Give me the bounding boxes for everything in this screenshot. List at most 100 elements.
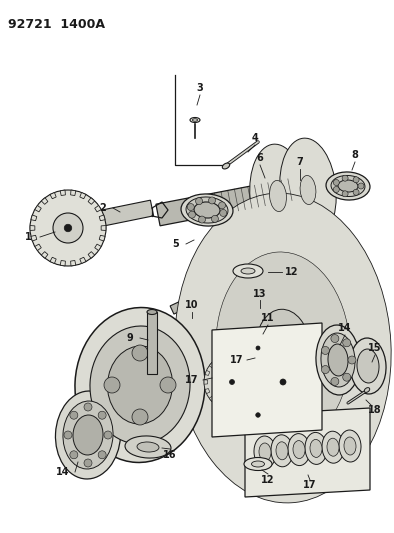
Circle shape <box>98 411 106 419</box>
Polygon shape <box>274 354 279 359</box>
Polygon shape <box>281 410 285 414</box>
Polygon shape <box>264 433 269 438</box>
Ellipse shape <box>181 194 233 226</box>
Polygon shape <box>254 370 259 375</box>
Circle shape <box>250 340 266 356</box>
Circle shape <box>204 354 260 410</box>
Polygon shape <box>256 436 260 439</box>
Circle shape <box>322 366 329 374</box>
Polygon shape <box>281 350 285 354</box>
Polygon shape <box>95 205 101 212</box>
Circle shape <box>104 377 120 393</box>
Polygon shape <box>260 366 265 370</box>
Polygon shape <box>205 370 210 375</box>
Circle shape <box>333 187 339 192</box>
Text: 92721  1400A: 92721 1400A <box>8 18 105 31</box>
Polygon shape <box>249 362 255 368</box>
Text: 17: 17 <box>230 355 244 365</box>
Polygon shape <box>305 361 310 367</box>
Ellipse shape <box>327 438 339 456</box>
Circle shape <box>53 213 83 243</box>
Ellipse shape <box>244 457 272 471</box>
Ellipse shape <box>241 268 255 274</box>
Polygon shape <box>225 406 230 410</box>
Ellipse shape <box>233 264 263 278</box>
Circle shape <box>342 175 348 181</box>
Text: 17: 17 <box>303 480 317 490</box>
Polygon shape <box>88 198 95 204</box>
Ellipse shape <box>90 326 190 444</box>
Polygon shape <box>256 391 260 394</box>
Circle shape <box>70 451 78 459</box>
Polygon shape <box>277 346 280 350</box>
Polygon shape <box>35 244 41 251</box>
Text: 14: 14 <box>56 467 70 477</box>
Polygon shape <box>41 198 48 204</box>
Text: 5: 5 <box>173 239 179 249</box>
Circle shape <box>343 339 351 347</box>
Polygon shape <box>225 354 230 358</box>
Polygon shape <box>50 192 56 199</box>
Polygon shape <box>80 192 86 199</box>
Polygon shape <box>71 190 76 196</box>
Polygon shape <box>254 389 259 393</box>
Text: 1: 1 <box>24 232 32 242</box>
Circle shape <box>358 183 364 189</box>
Polygon shape <box>243 362 247 367</box>
Polygon shape <box>245 408 370 497</box>
Ellipse shape <box>175 193 391 503</box>
Ellipse shape <box>357 349 379 383</box>
Polygon shape <box>309 370 314 375</box>
Polygon shape <box>170 286 217 314</box>
Circle shape <box>220 209 227 216</box>
Polygon shape <box>290 351 295 356</box>
Polygon shape <box>99 235 105 241</box>
Polygon shape <box>209 362 215 368</box>
Ellipse shape <box>276 442 288 460</box>
Circle shape <box>251 350 315 414</box>
Text: 13: 13 <box>253 289 267 299</box>
Text: 10: 10 <box>185 300 199 310</box>
Polygon shape <box>274 336 279 342</box>
Text: 18: 18 <box>368 405 382 415</box>
Ellipse shape <box>251 461 264 467</box>
Ellipse shape <box>364 387 370 392</box>
Ellipse shape <box>222 163 230 169</box>
Ellipse shape <box>331 175 365 197</box>
Circle shape <box>331 335 339 343</box>
Ellipse shape <box>271 435 293 467</box>
Polygon shape <box>243 357 248 362</box>
Polygon shape <box>234 354 239 358</box>
Circle shape <box>219 202 225 209</box>
Text: 15: 15 <box>368 343 382 353</box>
Text: 16: 16 <box>163 450 177 460</box>
Circle shape <box>256 346 260 350</box>
Ellipse shape <box>137 442 159 452</box>
Ellipse shape <box>147 310 157 314</box>
Circle shape <box>64 224 72 232</box>
Ellipse shape <box>63 401 113 469</box>
Polygon shape <box>298 355 304 361</box>
Polygon shape <box>236 346 239 350</box>
Circle shape <box>64 431 72 439</box>
Circle shape <box>132 409 148 425</box>
Text: 2: 2 <box>100 203 106 213</box>
Polygon shape <box>271 429 277 433</box>
Ellipse shape <box>56 391 121 479</box>
Polygon shape <box>251 366 256 370</box>
Ellipse shape <box>326 172 370 200</box>
Circle shape <box>222 372 242 392</box>
Polygon shape <box>216 402 221 407</box>
Polygon shape <box>247 392 252 397</box>
Circle shape <box>256 413 260 417</box>
Ellipse shape <box>338 180 358 192</box>
Circle shape <box>343 373 351 381</box>
Circle shape <box>104 431 112 439</box>
Polygon shape <box>305 397 310 402</box>
Polygon shape <box>256 397 262 402</box>
Ellipse shape <box>259 443 271 461</box>
Polygon shape <box>262 355 268 361</box>
Circle shape <box>348 356 356 364</box>
Polygon shape <box>309 389 314 394</box>
Polygon shape <box>268 329 273 334</box>
